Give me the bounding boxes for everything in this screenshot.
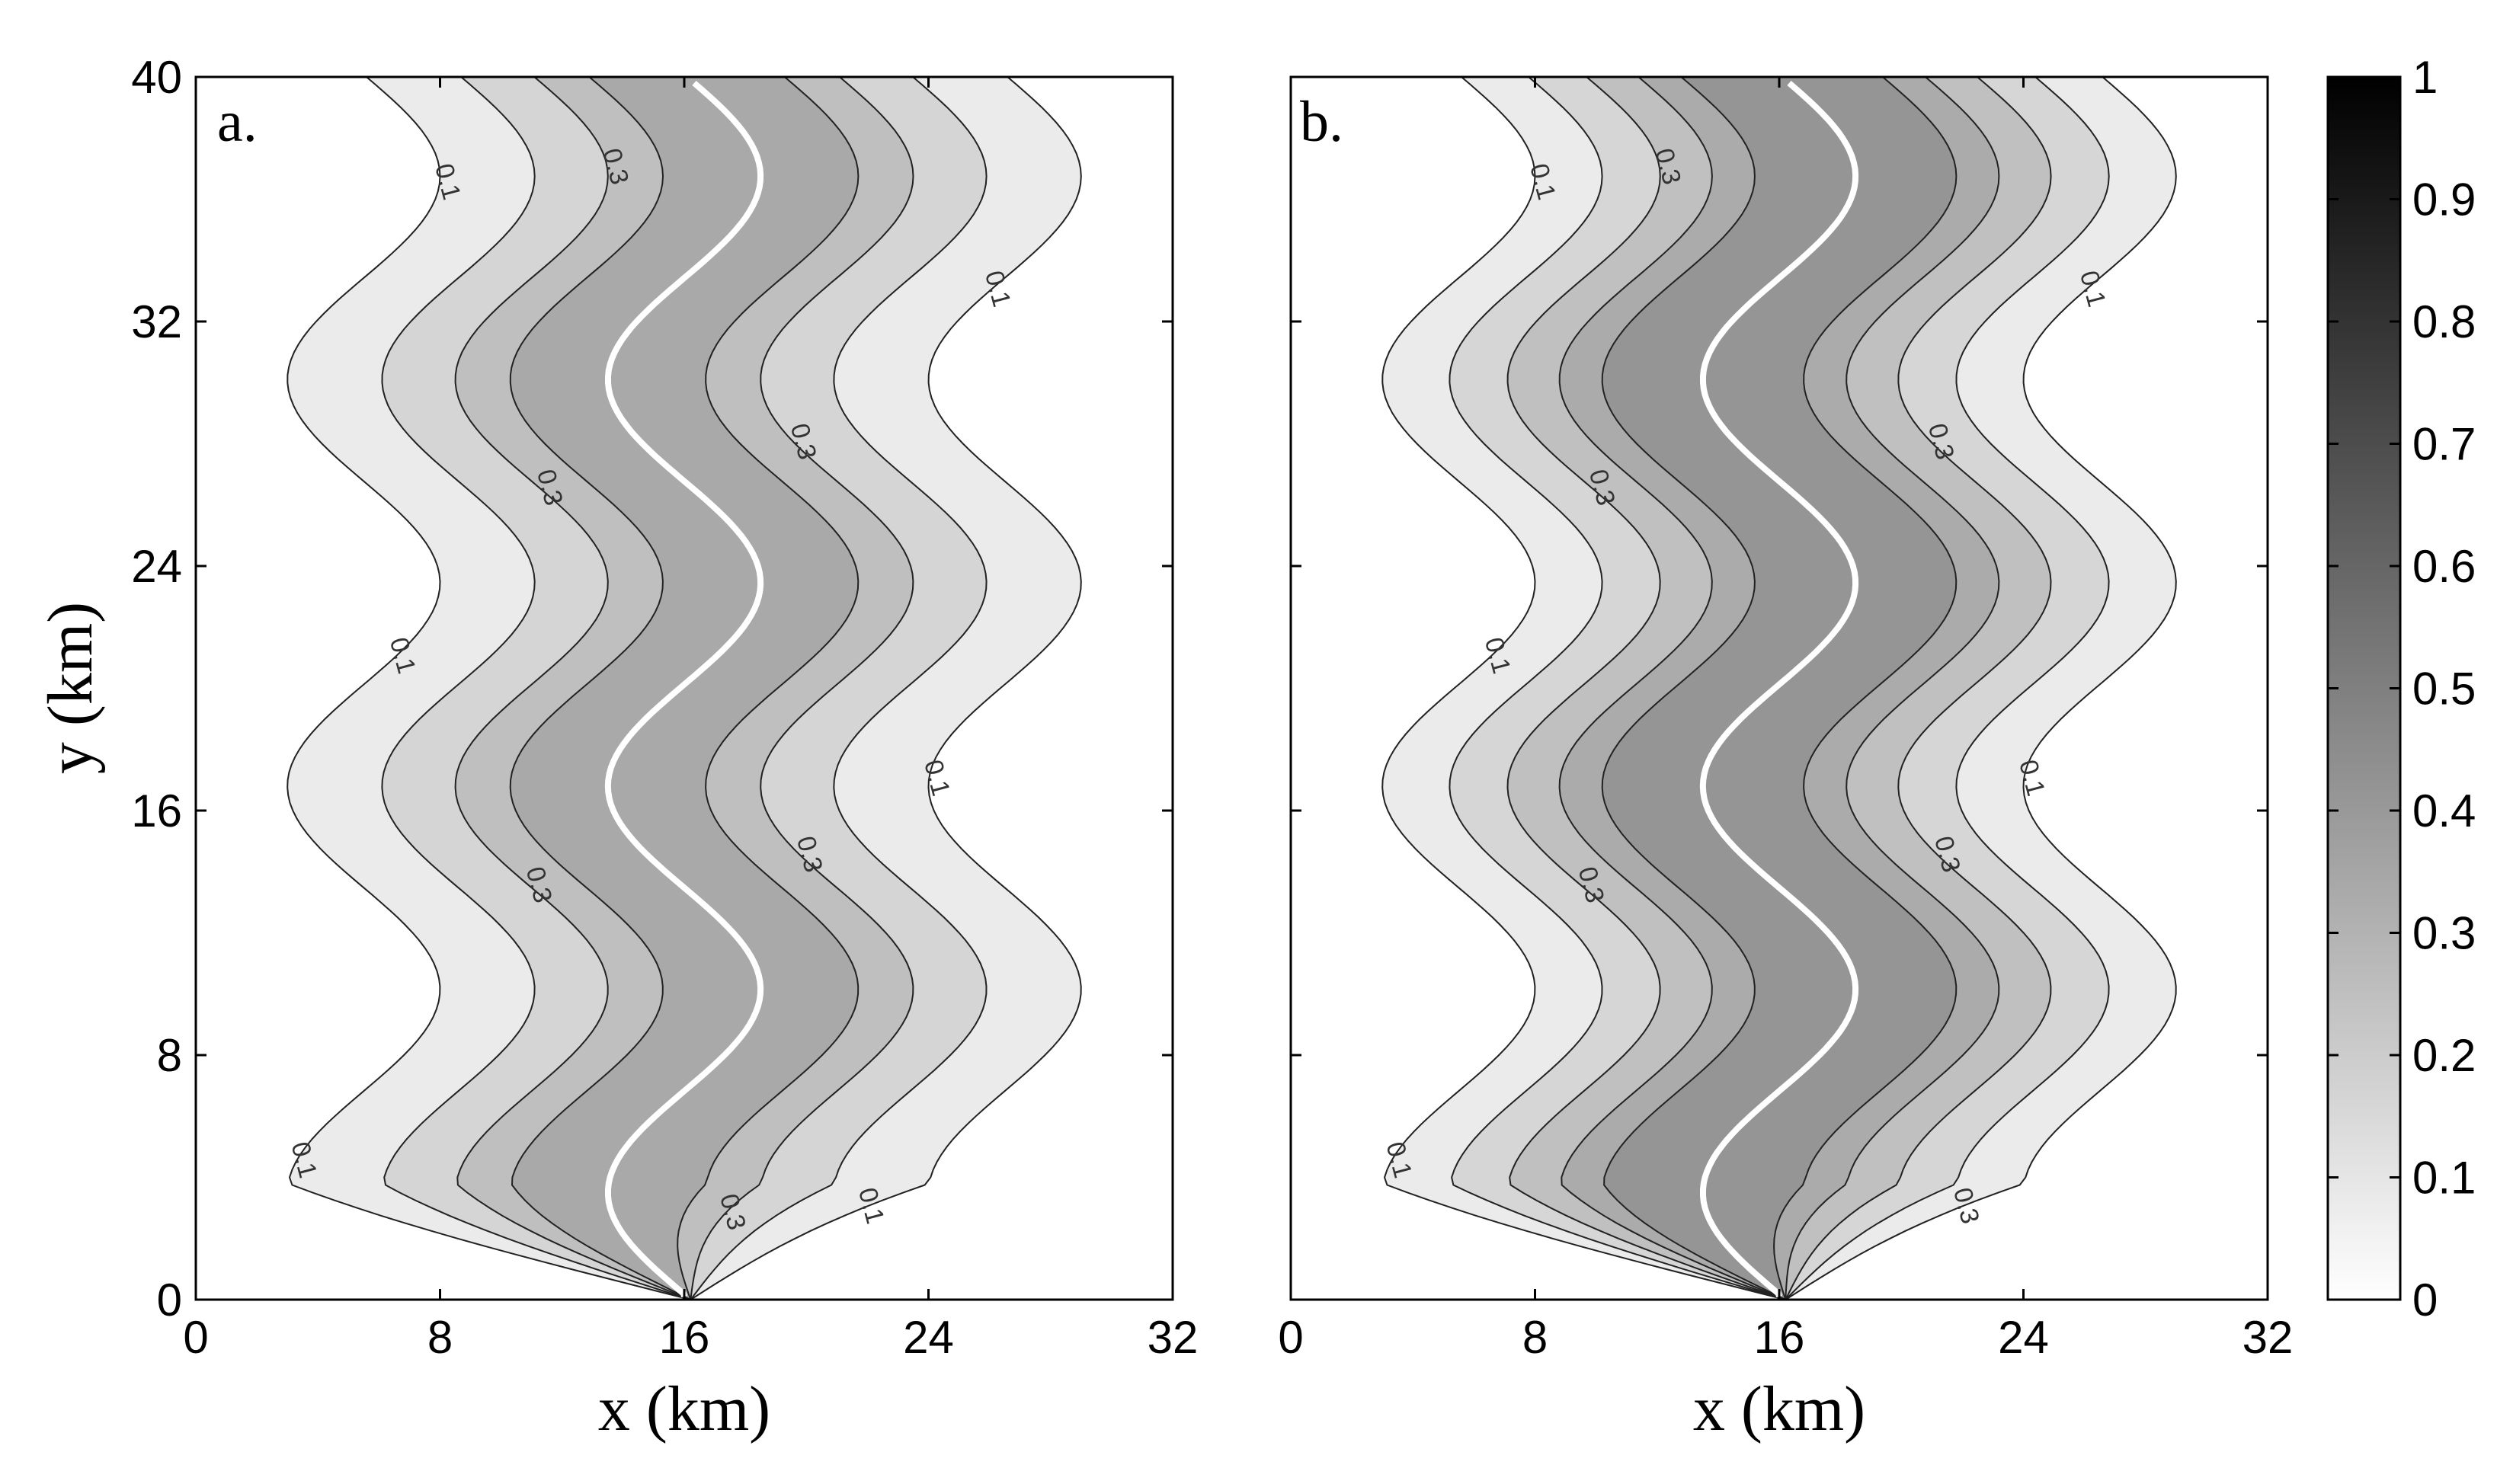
contour-line-0.2-right [1785, 76, 2110, 1300]
y-tick-label: 16 [131, 785, 182, 836]
colorbar-tick-label: 0 [2412, 1275, 2438, 1326]
contour-line-0.3-left [1506, 76, 1786, 1300]
contour-line-0.3-left [454, 76, 691, 1300]
colorbar-ticks: 0 0.1 0.2 0.3 0.4 0.5 0.6 0.7 0.8 0.9 1 [2328, 52, 2476, 1326]
colorbar: 0 0.1 0.2 0.3 0.4 0.5 0.6 0.7 0.8 0.9 1 [2326, 52, 2476, 1326]
x-tick-label: 32 [1148, 1312, 1199, 1363]
panel-b-ticks: 0 8 16 24 32 [1278, 75, 2294, 1363]
y-tick-label: 0 [157, 1275, 182, 1326]
x-tick-label: 16 [659, 1312, 710, 1363]
x-tick-label: 8 [1522, 1312, 1548, 1363]
contour-line-0.2-left [381, 76, 691, 1300]
y-tick-label: 40 [131, 52, 182, 103]
x-tick-label: 8 [427, 1312, 453, 1363]
colorbar-tick-label: 0.7 [2412, 419, 2476, 470]
contour-line-0.1-left [287, 76, 691, 1300]
contour-line-0.1-right [1785, 76, 2177, 1300]
colorbar-tick-label: 0.4 [2412, 785, 2476, 836]
colorbar-tick-label: 1 [2412, 52, 2438, 103]
colorbar-tick-label: 0.9 [2412, 174, 2476, 225]
panel-a-y-axis-title: y (km) [35, 602, 106, 774]
contour-line-0.5-right [1773, 76, 1958, 1300]
y-tick-label: 24 [131, 541, 182, 592]
colorbar-tick-label: 0.6 [2412, 541, 2476, 592]
panel-a-contour-lines [287, 76, 1082, 1300]
contour-line-0.4-right [677, 76, 860, 1300]
contour-line-0.3-right [690, 76, 914, 1300]
contour-line-0.4-right [1785, 76, 2000, 1300]
x-tick-label: 16 [1754, 1312, 1805, 1363]
contour-line-0.4-left [509, 76, 691, 1300]
colorbar-tick-label: 0.1 [2412, 1153, 2476, 1204]
colorbar-tick-label: 0.8 [2412, 296, 2476, 347]
colorbar-tick-label: 0.3 [2412, 908, 2476, 959]
x-tick-label: 32 [2242, 1312, 2294, 1363]
contour-line-0.1-right [690, 76, 1082, 1300]
colorbar-tick-label: 0.5 [2412, 664, 2476, 715]
contour-line-0.3-right [1785, 76, 2052, 1300]
contour-line-0.5-left [1601, 76, 1786, 1300]
contour-line-0.1-left [1381, 76, 1786, 1300]
panel-b-centerline [1699, 80, 1859, 1298]
contour-line-0.2-left [1449, 76, 1786, 1300]
y-tick-label: 8 [157, 1030, 182, 1081]
x-tick-label: 24 [1998, 1312, 2049, 1363]
panel-b-label: b. [1300, 90, 1343, 154]
x-tick-label: 24 [903, 1312, 954, 1363]
panel-b: 0.10.10.10.10.10.30.30.30.30.30.3 0 8 16 24… [1278, 75, 2294, 1444]
panel-a-ticks: 0 8 16 24 32 0 8 16 24 32 40 [131, 52, 1198, 1363]
panel-a-x-axis-title: x (km) [598, 1374, 770, 1444]
panel-a-centerline [604, 80, 764, 1298]
x-tick-label: 0 [183, 1312, 208, 1363]
panel-a-label: a. [217, 90, 258, 154]
panel-b-contour-lines [1381, 76, 2177, 1300]
contour-line-0.2-right [690, 76, 988, 1300]
panel-b-x-axis-title: x (km) [1693, 1374, 1865, 1444]
contour-line-0.4-left [1558, 76, 1786, 1300]
x-tick-label: 0 [1278, 1312, 1303, 1363]
colorbar-gradient [2326, 75, 2402, 1301]
y-tick-label: 32 [131, 296, 182, 347]
colorbar-tick-label: 0.2 [2412, 1030, 2476, 1081]
